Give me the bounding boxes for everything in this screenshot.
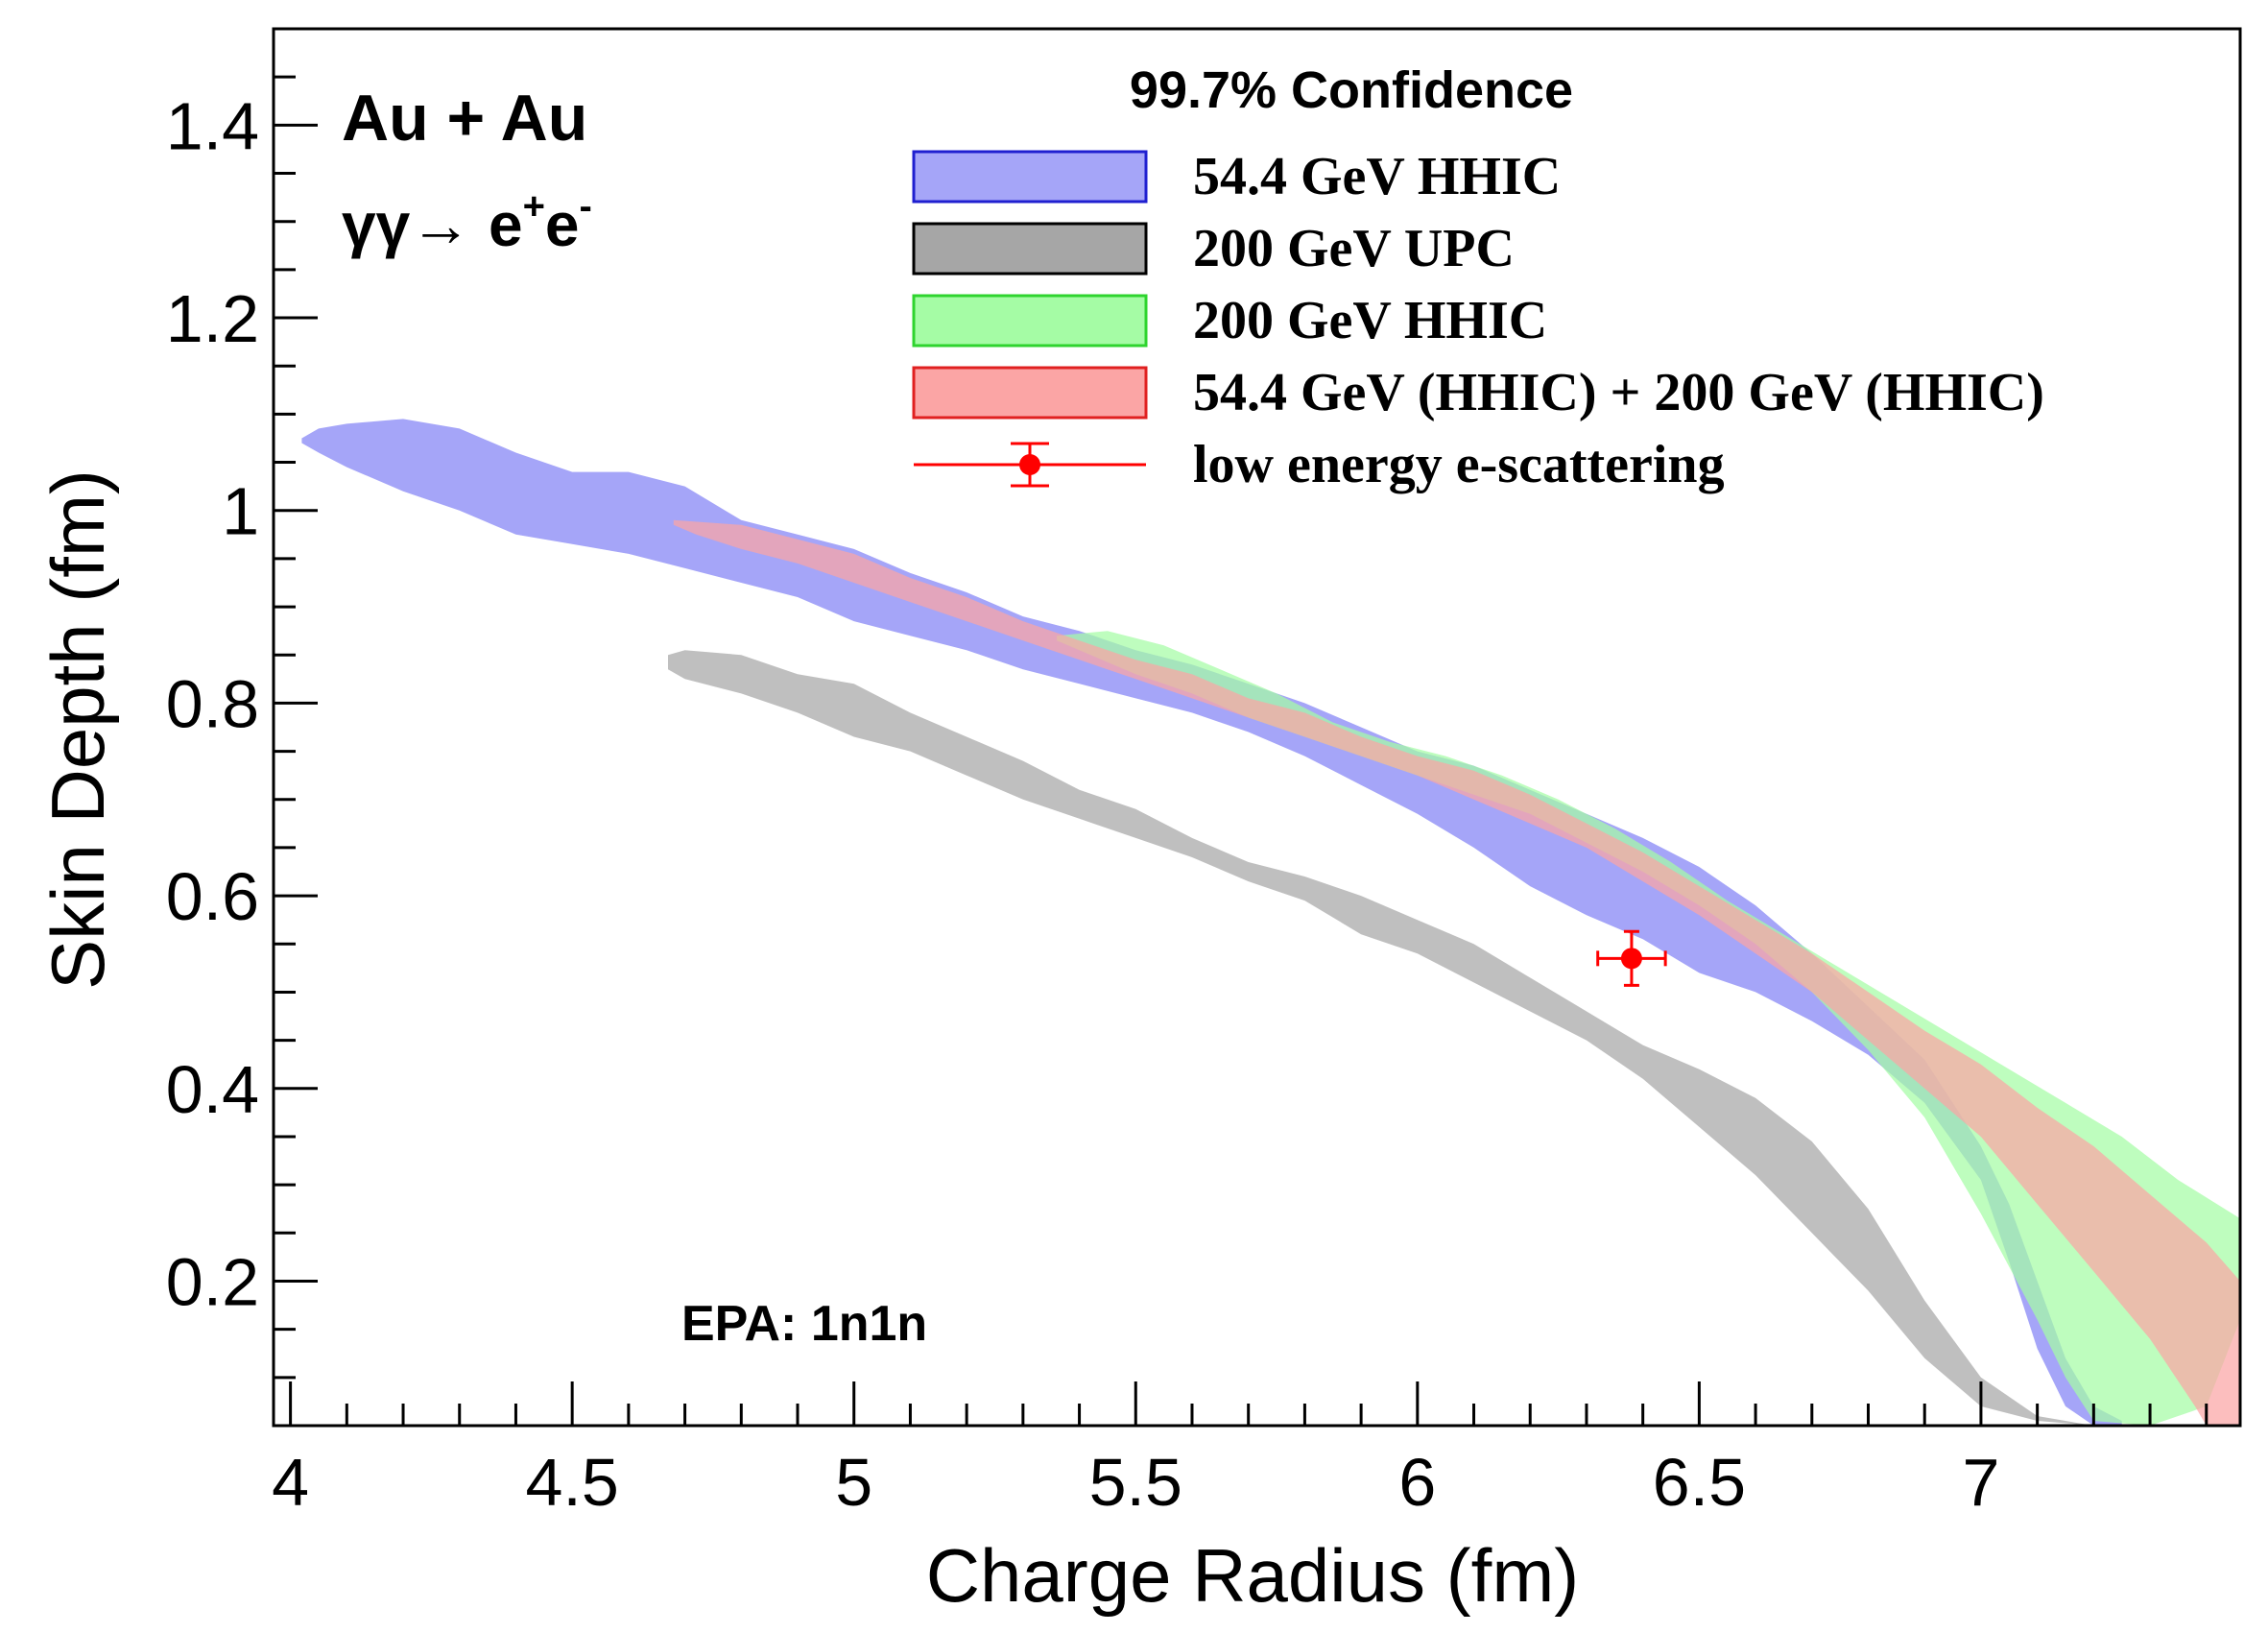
y-tick-label: 0.4: [166, 1052, 259, 1127]
x-tick-label: 4.5: [526, 1445, 619, 1520]
legend-label: 54.4 GeV (HHIC) + 200 GeV (HHIC): [1193, 363, 2044, 422]
point-low-energy-e-scattering: [1596, 929, 1667, 987]
legend-title: 99.7% Confidence: [1130, 61, 1573, 119]
x-tick-label: 5.5: [1089, 1445, 1182, 1520]
legend-swatch: [912, 294, 1148, 348]
y-tick-label: 1.4: [166, 88, 259, 163]
x-tick-label: 5: [835, 1445, 872, 1520]
legend-label: 54.4 GeV HHIC: [1193, 147, 1561, 206]
process-annotation: γγ→ e+e-: [342, 185, 592, 259]
legend-swatch: [912, 150, 1148, 204]
legend-item-200-gev-upc: 200 GeV UPC: [912, 219, 1515, 278]
y-tick-label: 1: [222, 474, 259, 549]
legend-item-54-4-gev-hhic: 54.4 GeV HHIC: [912, 147, 1561, 206]
legend-label: low energy e-scattering: [1193, 435, 1725, 494]
legend-label: 200 GeV HHIC: [1193, 291, 1547, 350]
y-tick-label: 1.2: [166, 281, 259, 356]
legend: 99.7% Confidence 54.4 GeV HHIC 200 GeV UP…: [912, 61, 2044, 494]
legend-item-low-energy-e-scattering: low energy e-scattering: [914, 435, 1725, 494]
y-tick-label: 0.2: [166, 1244, 259, 1319]
x-tick-label: 4: [272, 1445, 309, 1520]
band-200-gev-upc: [668, 650, 2094, 1426]
marker: [1620, 948, 1642, 970]
process-minus: -: [580, 185, 592, 228]
band-200-gev-hhic: [1057, 631, 2240, 1426]
legend-marker: [1019, 454, 1040, 475]
plot-frame: [272, 27, 2242, 1428]
legend-item-54-4-gev-hhic-200-gev-hhic: 54.4 GeV (HHIC) + 200 GeV (HHIC): [912, 363, 2044, 422]
legend-swatch: [912, 222, 1148, 276]
band-54-4-gev-hhic: [301, 419, 2122, 1426]
legend-item-200-gev-hhic: 200 GeV HHIC: [912, 291, 1547, 350]
epa-annotation: EPA: 1n1n: [681, 1296, 927, 1352]
process-plus: +: [523, 185, 545, 228]
y-tick-label: 0.6: [166, 859, 259, 934]
x-tick-label: 6.5: [1653, 1445, 1746, 1520]
process-e: e: [545, 190, 580, 259]
x-tick-label: 6: [1398, 1445, 1436, 1520]
process-prefix: γγ→ e: [342, 190, 523, 259]
legend-label: 200 GeV UPC: [1193, 219, 1515, 278]
y-tick-label: 0.8: [166, 666, 259, 741]
x-tick-label: 7: [1962, 1445, 1999, 1520]
legend-swatch: [912, 366, 1148, 420]
system-annotation: Au + Au: [342, 82, 587, 155]
y-axis-label: Skin Depth (fm): [36, 469, 120, 990]
x-axis-label: Charge Radius (fm): [926, 1533, 1580, 1618]
